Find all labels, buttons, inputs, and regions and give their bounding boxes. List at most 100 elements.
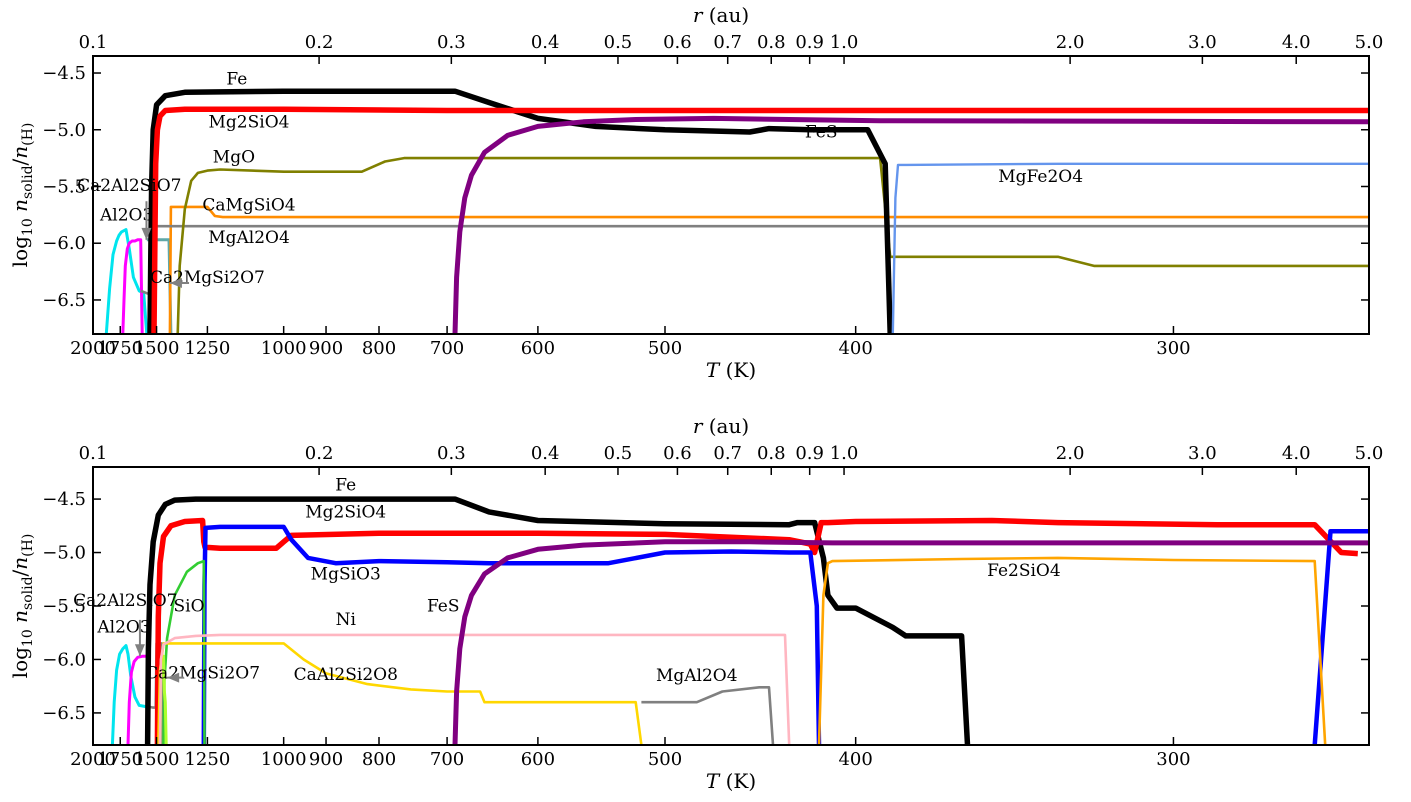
series-line-mg2sio4 xyxy=(154,517,1358,745)
top-tick-label: 0.8 xyxy=(757,32,786,53)
annotation-arrow xyxy=(134,619,145,657)
top-tick-label: 0.5 xyxy=(604,32,633,53)
x-tick-label: 1750 xyxy=(97,749,143,770)
series-label-al2o3: Al2O3 xyxy=(99,206,153,226)
top-tick-label: 0.9 xyxy=(795,443,824,464)
x-tick-label: 800 xyxy=(362,749,396,770)
series-line-fes xyxy=(452,115,1369,334)
annotation-arrow xyxy=(141,201,152,240)
plot-frame xyxy=(92,466,1370,746)
x-tick-label: 600 xyxy=(521,749,555,770)
top-tick-label: 1.0 xyxy=(830,32,859,53)
series-line-fe xyxy=(147,88,893,334)
x-tick-label: 1000 xyxy=(261,749,307,770)
top-tick-label: 3.0 xyxy=(1188,32,1217,53)
y-tick-label: −6.5 xyxy=(42,703,86,724)
top-axis-title: r (au) xyxy=(693,3,749,27)
series-label-camgsio4: CaMgSiO4 xyxy=(202,195,295,215)
top-tick-label: 0.1 xyxy=(79,32,108,53)
y-axis-title: log10 nsolid/n(H) xyxy=(8,534,36,679)
y-tick-label: −5.5 xyxy=(42,596,86,617)
x-tick-label: 300 xyxy=(1156,338,1190,359)
plot-frame xyxy=(92,55,1370,335)
x-tick-label: 1500 xyxy=(134,749,180,770)
series-line-fes xyxy=(452,539,1369,745)
series-line-mgfe2o4 xyxy=(891,162,1369,334)
series-label-ca2al2sio7: Ca2Al2SiO7 xyxy=(77,176,181,196)
top-tick-label: 4.0 xyxy=(1282,32,1311,53)
series-group xyxy=(110,496,1369,745)
x-tick-label: 1750 xyxy=(97,338,143,359)
series-line-sio xyxy=(162,559,206,745)
top-tick-label: 0.3 xyxy=(437,32,466,53)
series-line-camgsio4 xyxy=(168,205,1369,334)
series-label-fes: FeS xyxy=(805,123,838,143)
x-tick-label: 600 xyxy=(521,338,555,359)
x-tick-label: 400 xyxy=(838,749,872,770)
top-tick-label: 2.0 xyxy=(1056,443,1085,464)
x-tick-label: 700 xyxy=(430,749,464,770)
series-line-caal2si2o8 xyxy=(157,642,643,745)
series-line-ni xyxy=(158,633,791,745)
x-tick-label: 900 xyxy=(309,338,343,359)
y-tick-label: −6.5 xyxy=(42,290,86,311)
top-tick-label: 5.0 xyxy=(1355,443,1384,464)
y-tick-label: −6.0 xyxy=(42,649,86,670)
top-tick-label: 2.0 xyxy=(1056,32,1085,53)
series-line-al2o3 xyxy=(104,228,149,334)
series-line-mgo xyxy=(176,156,1369,334)
top-tick-label: 4.0 xyxy=(1282,443,1311,464)
top-tick-label: 0.7 xyxy=(713,32,742,53)
series-line-al2o3 xyxy=(110,644,149,745)
series-line-mgal2o4 xyxy=(641,686,775,745)
x-tick-label: 1250 xyxy=(184,338,230,359)
series-label-ca2mgsi2o7: Ca2MgSi2O7 xyxy=(150,268,265,288)
series-label-mg2sio4: Mg2SiO4 xyxy=(209,112,290,132)
series-line-fe xyxy=(144,496,971,745)
y-tick-label: −5.0 xyxy=(42,120,86,141)
x-tick-label: 1000 xyxy=(261,338,307,359)
annotation-arrow xyxy=(167,672,184,683)
top-tick-label: 0.4 xyxy=(531,32,560,53)
x-tick-label: 900 xyxy=(309,749,343,770)
series-label-mgo: MgO xyxy=(213,148,255,168)
series-group xyxy=(104,88,1369,334)
x-tick-label: 800 xyxy=(362,338,396,359)
series-label-fe: Fe xyxy=(226,69,247,89)
x-tick-label: 2000 xyxy=(70,338,116,359)
x-tick-label: 500 xyxy=(648,749,682,770)
series-label-ca2mgsi2o7: Ca2MgSi2O7 xyxy=(145,664,260,684)
series-label-ni: Ni xyxy=(336,610,357,630)
x-tick-label: 500 xyxy=(648,338,682,359)
top-tick-label: 0.7 xyxy=(713,443,742,464)
series-label-sio: SiO xyxy=(174,596,205,616)
series-label-fes: FeS xyxy=(427,596,460,616)
y-tick-label: −4.5 xyxy=(42,489,86,510)
top-tick-label: 5.0 xyxy=(1355,32,1384,53)
top-tick-label: 0.5 xyxy=(604,443,633,464)
annotation-arrow xyxy=(169,277,190,288)
y-axis-title: log10 nsolid/n(H) xyxy=(8,123,36,268)
series-line-mgsio3 xyxy=(201,524,822,745)
y-tick-label: −5.5 xyxy=(42,176,86,197)
series-label-mgal2o4: MgAl2O4 xyxy=(656,666,738,686)
x-tick-label: 300 xyxy=(1156,749,1190,770)
top-tick-label: 0.3 xyxy=(437,443,466,464)
series-label-fe: Fe xyxy=(335,476,356,496)
x-axis-title: T (K) xyxy=(706,358,756,382)
series-label-fe2sio4: Fe2SiO4 xyxy=(987,561,1061,581)
x-tick-label: 400 xyxy=(838,338,872,359)
top-tick-label: 0.4 xyxy=(531,443,560,464)
top-tick-label: 0.9 xyxy=(795,32,824,53)
top-axis-title: r (au) xyxy=(693,414,749,438)
x-tick-label: 700 xyxy=(430,338,464,359)
top-tick-label: 0.8 xyxy=(757,443,786,464)
top-tick-label: 0.1 xyxy=(79,443,108,464)
y-tick-label: −5.0 xyxy=(42,543,86,564)
series-line-ca2al2sio7 xyxy=(121,238,144,334)
top-tick-label: 0.2 xyxy=(305,32,334,53)
top-tick-label: 0.2 xyxy=(305,443,334,464)
series-label-mgsio3: MgSiO3 xyxy=(311,564,381,584)
series-label-al2o3: Al2O3 xyxy=(96,618,150,638)
